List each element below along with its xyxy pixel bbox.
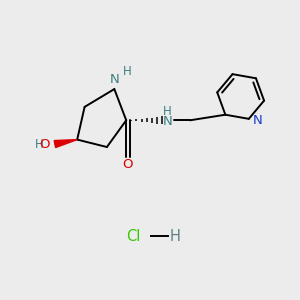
Text: N: N [110,73,120,86]
Text: N: N [162,115,172,128]
Text: H: H [163,105,172,118]
Text: N: N [253,114,262,127]
Text: H: H [170,229,181,244]
Text: Cl: Cl [127,229,141,244]
Text: H: H [123,65,132,78]
Text: O: O [122,158,133,171]
Polygon shape [54,140,77,148]
Text: H: H [35,138,44,151]
Text: O: O [39,138,50,151]
